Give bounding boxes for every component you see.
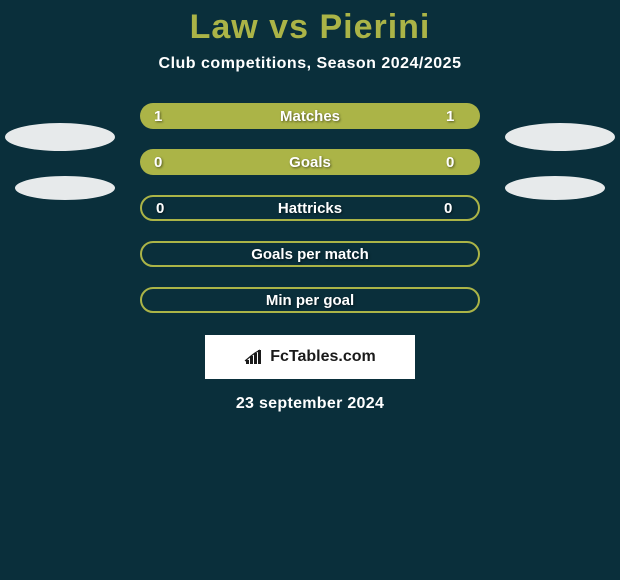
stat-label: Goals — [289, 154, 331, 171]
stat-left-value: 0 — [154, 154, 174, 171]
stat-label: Hattricks — [278, 200, 342, 217]
decorative-ellipse-bottom-left — [15, 176, 115, 200]
stat-row-goals: 0 Goals 0 — [140, 149, 480, 175]
comparison-title: Law vs Pierini — [190, 8, 431, 47]
decorative-ellipse-top-right — [505, 123, 615, 151]
stat-label: Goals per match — [251, 246, 369, 263]
stat-right-value: 0 — [444, 200, 464, 217]
stat-row-matches: 1 Matches 1 — [140, 103, 480, 129]
logo-box: FcTables.com — [205, 335, 415, 379]
decorative-ellipse-top-left — [5, 123, 115, 151]
logo-text: FcTables.com — [270, 348, 376, 366]
stat-label: Min per goal — [266, 292, 354, 309]
stat-row-hattricks: 0 Hattricks 0 — [140, 195, 480, 221]
subtitle: Club competitions, Season 2024/2025 — [159, 55, 462, 73]
main-container: Law vs Pierini Club competitions, Season… — [0, 0, 620, 413]
stat-right-value: 0 — [446, 154, 466, 171]
stat-row-min-per-goal: Min per goal — [140, 287, 480, 313]
stat-left-value: 1 — [154, 108, 174, 125]
chart-icon — [244, 348, 266, 366]
logo-content: FcTables.com — [244, 348, 376, 366]
date: 23 september 2024 — [236, 395, 384, 413]
stat-label: Matches — [280, 108, 340, 125]
decorative-ellipse-bottom-right — [505, 176, 605, 200]
stat-right-value: 1 — [446, 108, 466, 125]
stat-left-value: 0 — [156, 200, 176, 217]
stat-row-goals-per-match: Goals per match — [140, 241, 480, 267]
